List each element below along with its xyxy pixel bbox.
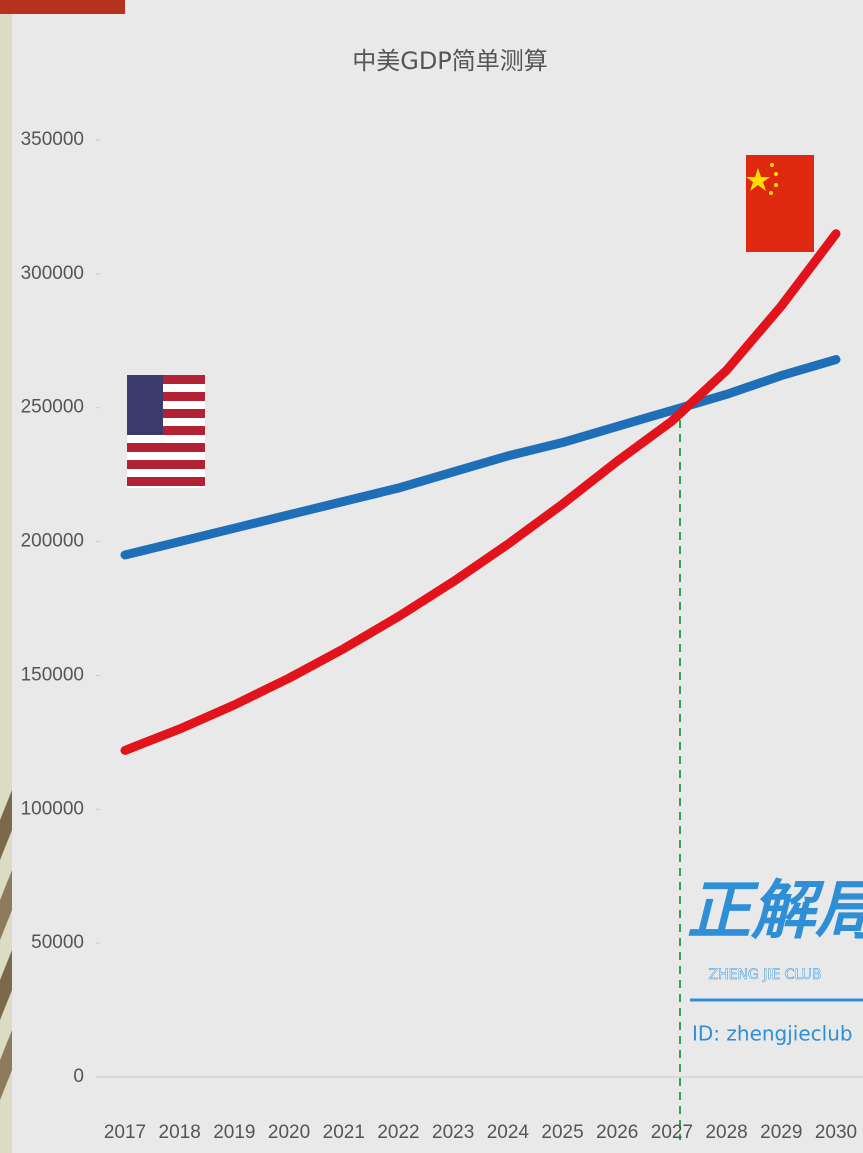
x-tick-label: 2017: [104, 1122, 146, 1143]
x-tick-label: 2030: [815, 1122, 857, 1143]
y-tick-label: 300000: [21, 263, 84, 284]
series-line: [120, 229, 841, 755]
x-tick-label: 2023: [432, 1122, 474, 1143]
x-tick-label: 2024: [487, 1122, 530, 1143]
x-tick-label: 2028: [705, 1122, 747, 1143]
watermark-id: ID: zhengjieclub: [692, 1022, 853, 1046]
x-tick-label: 2020: [268, 1122, 310, 1143]
y-tick-label: 350000: [21, 129, 84, 150]
left-border: [0, 0, 125, 1153]
us-flag: [127, 375, 205, 488]
x-tick-label: 2026: [596, 1122, 638, 1143]
x-tick-label: 2019: [213, 1122, 255, 1143]
y-tick-label: 100000: [21, 798, 84, 819]
y-tick-label: 200000: [21, 531, 84, 552]
y-tick-label: 250000: [21, 397, 84, 418]
x-tick-label: 2018: [159, 1122, 201, 1143]
x-tick-label: 2022: [377, 1122, 419, 1143]
chart-title: 中美GDP简单测算: [352, 47, 548, 75]
watermark-logo: 正解局: [687, 875, 863, 949]
x-tick-label: 2025: [541, 1122, 583, 1143]
watermark-club: ZHENG JIE CLUB: [708, 967, 821, 983]
y-tick-label: 0: [73, 1066, 84, 1087]
x-tick-label: 2029: [760, 1122, 802, 1143]
x-tick-label: 2021: [323, 1122, 365, 1143]
y-tick-label: 150000: [21, 664, 84, 685]
x-tick-label: 2027: [651, 1122, 693, 1143]
china-flag: [746, 155, 814, 252]
series-line: [120, 355, 841, 560]
y-tick-label: 50000: [31, 932, 84, 953]
